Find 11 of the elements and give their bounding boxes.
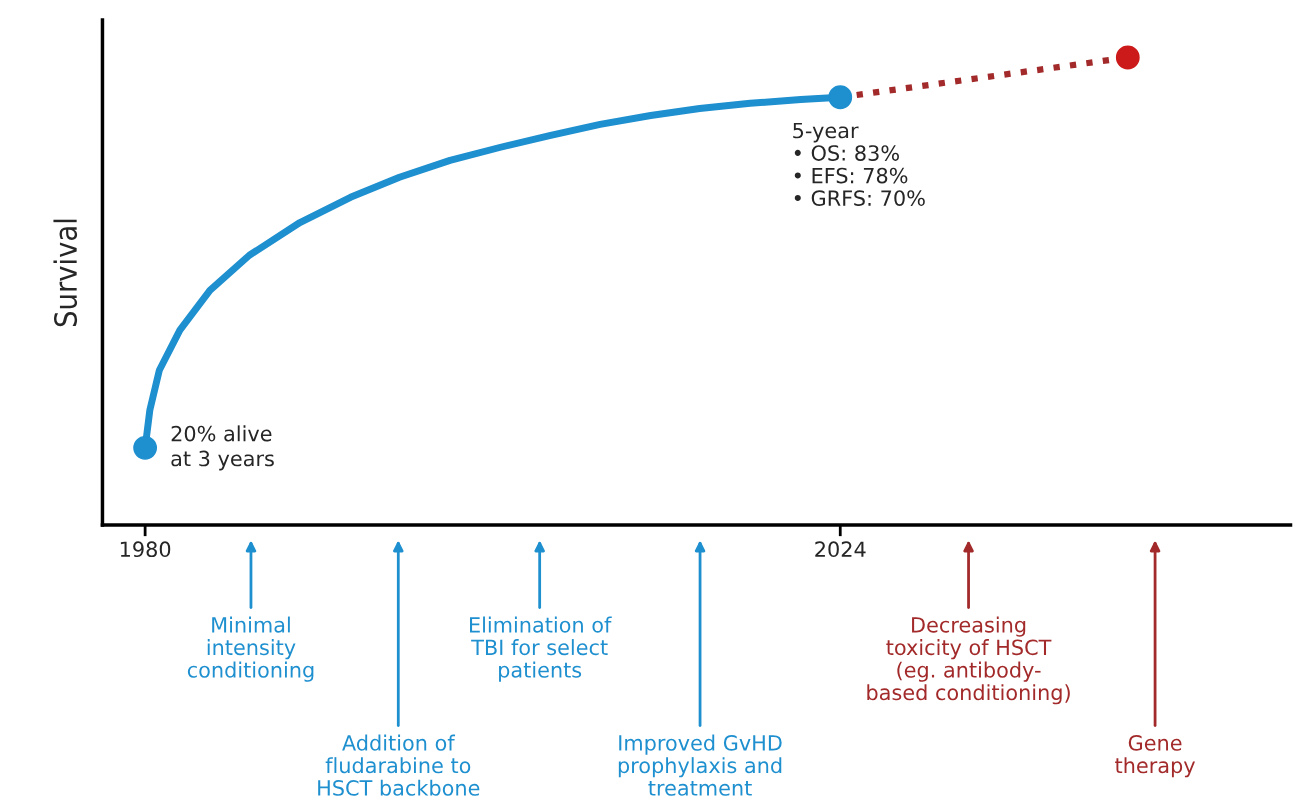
text: Elimination of TBI for select patients xyxy=(470,616,612,682)
x-tick-label: 1980 xyxy=(120,541,171,558)
x-tick-label: 2024 xyxy=(815,541,866,558)
text: Improved GvHD prophylaxis and treatment xyxy=(618,734,782,796)
text: Gene therapy xyxy=(1115,734,1195,778)
text: Minimal intensity conditioning xyxy=(187,616,314,682)
y-axis-title: Survival xyxy=(53,219,78,327)
text: Decreasing toxicity of HSCT (eg. antibody- based conditioning) xyxy=(867,616,1070,705)
text: Addition of fludarabine to HSCT backbone xyxy=(318,734,480,796)
annotation: 5-year • OS: 83% • EFS: 78% • GRFS: 70% xyxy=(793,122,925,206)
annotation: 20% alive at 3 years xyxy=(171,425,274,471)
